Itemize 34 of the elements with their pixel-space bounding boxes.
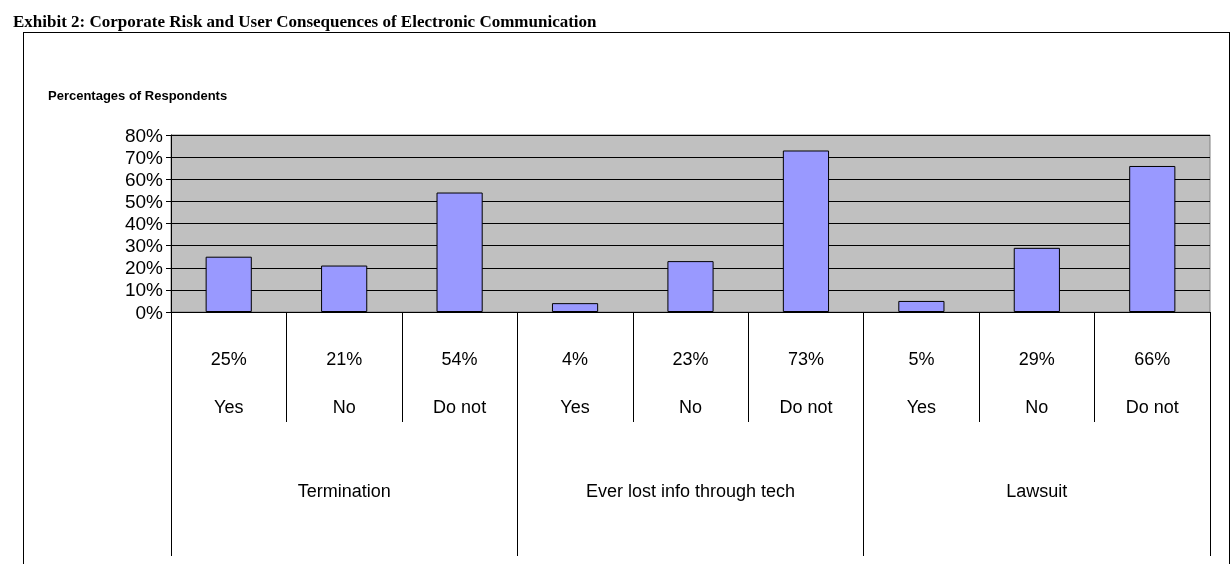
data-label: 21% xyxy=(326,349,363,369)
x-tick-label: Do not xyxy=(779,397,833,417)
text: Lawsuit xyxy=(1006,481,1068,501)
y-axis-title: Percentages of Respondents xyxy=(48,88,228,103)
y-tick-label: 60% xyxy=(124,168,164,190)
text: Termination xyxy=(297,481,391,501)
x-tick-label: Yes xyxy=(906,397,937,417)
y-tick-label: 0% xyxy=(135,301,164,323)
data-label: 54% xyxy=(441,349,478,369)
x-tick-label: No xyxy=(332,397,356,417)
data-label: 4% xyxy=(562,349,589,369)
y-tick-label: 50% xyxy=(124,190,164,212)
y-tick-label: 40% xyxy=(124,213,164,234)
x-tick-label: Yes xyxy=(560,397,590,417)
y-tick-label: 20% xyxy=(124,257,164,279)
data-label: 29% xyxy=(1018,349,1055,369)
data-label: 66% xyxy=(1134,349,1171,369)
x-tick-label: Do not xyxy=(433,397,487,417)
x-tick-label: No xyxy=(1025,397,1049,417)
y-tick-label: 10% xyxy=(124,279,164,301)
x-tick-label: No xyxy=(678,397,703,417)
data-label: 25% xyxy=(210,349,247,369)
data-label: 73% xyxy=(787,349,824,369)
bar xyxy=(551,303,599,312)
data-label: 23% xyxy=(672,349,709,369)
text: Ever lost info through tech xyxy=(585,481,796,501)
y-tick-label: 30% xyxy=(124,235,164,257)
data-label: 5% xyxy=(908,349,935,369)
x-tick-label: Do not xyxy=(1125,397,1179,417)
x-tick-label: Yes xyxy=(214,397,244,417)
chart-title: Exhibit 2: Corporate Risk and User Consequences of Electronic Communication xyxy=(13,12,598,31)
y-tick-label: 80% xyxy=(124,124,164,146)
y-tick-label: 70% xyxy=(124,146,164,168)
bar xyxy=(898,300,945,312)
